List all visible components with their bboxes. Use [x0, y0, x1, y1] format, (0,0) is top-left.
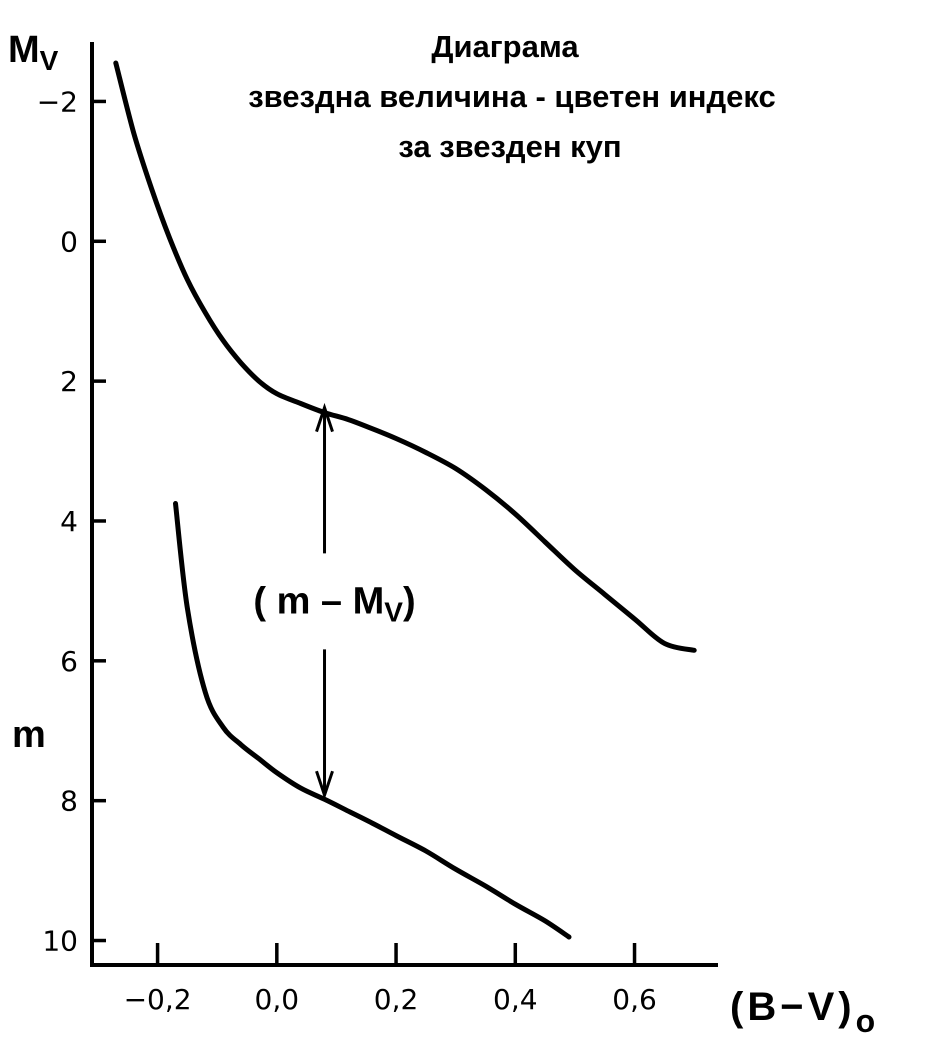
x-axis-label-main: (B−V) [730, 985, 856, 1029]
chart-title: Диаграма звездна величина - цветен индекс… [248, 29, 776, 164]
y-tick-label: 2 [60, 365, 78, 398]
ticks: −2 0 2 4 6 8 10 −0,2 0,0 0,2 0,4 0,6 [37, 85, 657, 1016]
annotation-sub: V [384, 596, 403, 627]
annotation-open: ( m – M [253, 580, 384, 622]
x-tick-label: 0,4 [493, 983, 538, 1016]
arrow-up-head-icon [315, 402, 334, 433]
y-tick-label: 10 [42, 925, 78, 958]
arrow-down-head-icon [315, 770, 334, 800]
y-axis-label-mv-sub: V [40, 45, 59, 76]
chart-title-line-3: за звезден куп [398, 129, 621, 164]
x-axis-label-sub: o [856, 1003, 876, 1039]
y-tick-label: 4 [60, 505, 78, 538]
series-absolute-magnitude-curve [113, 60, 697, 653]
x-tick-label: 0,6 [612, 983, 657, 1016]
y-tick-label: −2 [37, 85, 78, 118]
x-tick-label: 0,2 [374, 983, 419, 1016]
annotation-label: ( m – MV) [253, 580, 415, 627]
y-tick-label: 6 [60, 645, 78, 678]
chart-title-line-1: Диаграма [431, 29, 579, 64]
y-tick-label: 8 [60, 785, 78, 818]
y-axis-label-mv-main: M [8, 29, 40, 71]
annotation-close: ) [403, 580, 416, 622]
y-tick-label: 0 [60, 225, 78, 258]
distance-modulus-annotation: ( m – MV) [253, 402, 416, 800]
x-tick-label: −0,2 [124, 983, 192, 1016]
axis-labels: MV m (B−V)o [8, 29, 875, 1039]
series-apparent-magnitude-curve [173, 501, 572, 940]
y-axis-label-mv: MV [8, 29, 59, 76]
series [113, 60, 697, 940]
chart-title-line-2: звездна величина - цветен индекс [248, 79, 776, 114]
x-axis-label: (B−V)o [730, 985, 875, 1039]
y-axis-label-m: m [12, 714, 46, 756]
x-tick-label: 0,0 [255, 983, 300, 1016]
axes [90, 42, 718, 967]
